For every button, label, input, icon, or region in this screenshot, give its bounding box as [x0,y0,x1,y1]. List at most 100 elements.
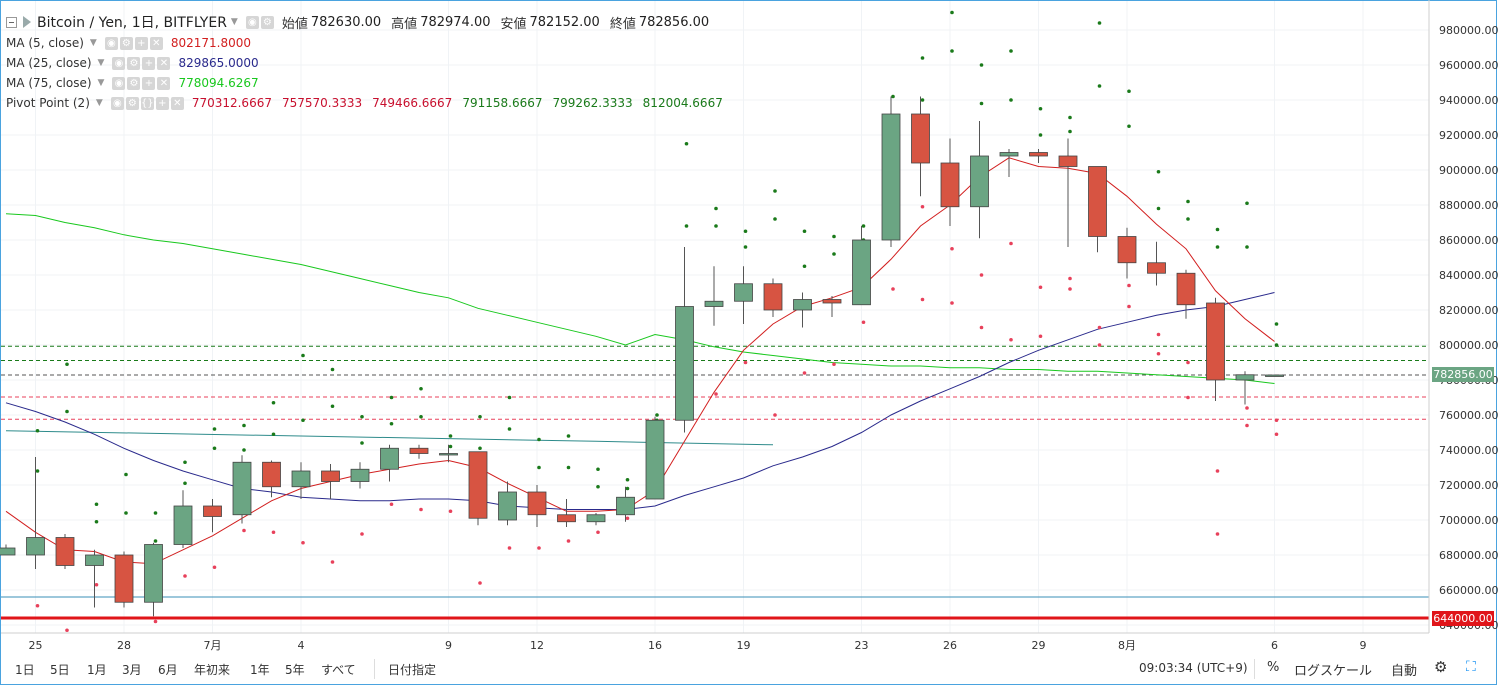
candle-body[interactable] [586,514,606,523]
range-6m-button[interactable]: 6月 [158,663,178,677]
price-axis[interactable]: 640000.00660000.00680000.00700000.007200… [1439,24,1499,632]
symbol-title[interactable]: Bitcoin / Yen, 1日, BITFLYER [37,15,227,31]
candle[interactable] [557,499,576,527]
candle[interactable] [1117,227,1137,279]
candle[interactable] [380,444,399,482]
candle-body[interactable] [498,491,517,521]
candles[interactable] [0,96,1284,617]
candle[interactable] [173,490,193,548]
trend-line[interactable] [5,430,774,446]
candle-body[interactable] [734,283,753,302]
gear-icon[interactable]: ⚙ [1434,658,1448,676]
candle[interactable] [645,416,665,500]
percent-scale-button[interactable]: % [1267,660,1280,675]
candle[interactable] [675,247,694,433]
indicator-name[interactable]: Pivot Point (2) [6,96,90,110]
indicator-name[interactable]: MA (25, close) [6,56,92,70]
candle-body[interactable] [881,113,901,241]
candle-body[interactable] [970,155,989,208]
plot-area[interactable] [1,1,1429,633]
candle[interactable] [26,457,45,569]
range-5d-button[interactable]: 5日 [50,663,70,677]
candle-body[interactable] [0,547,16,556]
candle[interactable] [881,96,901,248]
candle-body[interactable] [763,283,783,311]
time-axis[interactable]: 25 28 7月 4 9 12 16 19 23 26 29 8月 6 9 [29,639,1367,652]
ma75-line[interactable] [5,213,1275,384]
horizontal-line-price-tag[interactable]: 644000.00 [1432,611,1494,626]
candle-body[interactable] [911,113,930,164]
candle[interactable] [291,462,311,499]
candle-body[interactable] [144,544,163,603]
candle[interactable] [1176,269,1196,319]
candle[interactable] [498,481,517,526]
chevron-down-icon[interactable]: ▼ [95,98,103,108]
candle[interactable] [793,292,812,328]
candle-body[interactable] [852,239,871,306]
clock-display[interactable]: 09:03:34 (UTC+9) [1139,661,1248,675]
candle-body[interactable] [557,514,576,523]
candle-body[interactable] [1117,236,1137,264]
range-all-button[interactable]: すべて [321,663,356,677]
indicator-name[interactable]: MA (75, close) [6,76,92,90]
eye-icon[interactable]: ◉ [245,15,259,29]
chevron-down-icon[interactable]: ▼ [97,58,105,68]
candle-body[interactable] [114,554,134,603]
candle-body[interactable] [55,537,75,566]
candle[interactable] [55,534,75,569]
candle[interactable] [1147,241,1166,286]
range-ytd-button[interactable]: 年初来 [194,663,231,677]
candle[interactable] [763,278,783,318]
candle[interactable] [616,486,635,522]
candle[interactable] [1088,166,1107,253]
candle[interactable] [734,266,753,324]
candle[interactable] [822,296,842,317]
close-icon[interactable]: ✕ [157,56,171,70]
candle-body[interactable] [173,505,193,545]
candle-body[interactable] [1235,374,1255,381]
candle-body[interactable] [380,447,399,470]
candle-body[interactable] [1029,152,1048,157]
candle-body[interactable] [1088,166,1107,237]
auto-scale-button[interactable]: 自動 [1391,664,1418,679]
candle[interactable] [468,451,488,526]
go-to-date-button[interactable]: 日付指定 [388,663,437,677]
candle[interactable] [852,226,871,306]
chevron-down-icon[interactable]: ▼ [89,38,97,48]
candle-body[interactable] [350,468,370,482]
candle[interactable] [970,121,989,239]
ma5-line[interactable] [5,157,1275,565]
gear-icon[interactable]: ⚙ [119,36,133,50]
candle[interactable] [940,138,960,227]
eye-icon[interactable]: ◉ [104,36,118,50]
candle-body[interactable] [704,300,724,307]
candle[interactable] [1029,149,1048,163]
fullscreen-icon[interactable]: ⛶ [1466,659,1476,675]
candle-body[interactable] [999,152,1019,157]
candle[interactable] [262,460,281,498]
candle-body[interactable] [232,461,252,516]
candle-body[interactable] [527,491,547,516]
candle[interactable] [999,149,1019,177]
log-scale-button[interactable]: ログスケール [1294,664,1373,679]
candle[interactable] [85,549,104,608]
candle-body[interactable] [645,419,665,500]
candle-body[interactable] [409,447,429,454]
candle[interactable] [144,542,163,617]
candle[interactable] [1265,374,1284,377]
candle[interactable] [1235,371,1255,405]
candle[interactable] [586,513,606,526]
close-icon[interactable]: ✕ [157,76,171,90]
candle[interactable] [350,462,370,489]
candle[interactable] [232,455,252,524]
candle-body[interactable] [321,470,340,482]
eye-icon[interactable]: ◉ [112,76,126,90]
chevron-down-icon[interactable]: ▼ [97,78,105,88]
gear-icon[interactable]: ⚙ [125,96,139,110]
candle[interactable] [911,96,930,197]
candle-body[interactable] [85,554,104,566]
candle[interactable] [704,266,724,326]
candle-body[interactable] [1147,262,1166,274]
eye-icon[interactable]: ◉ [110,96,124,110]
